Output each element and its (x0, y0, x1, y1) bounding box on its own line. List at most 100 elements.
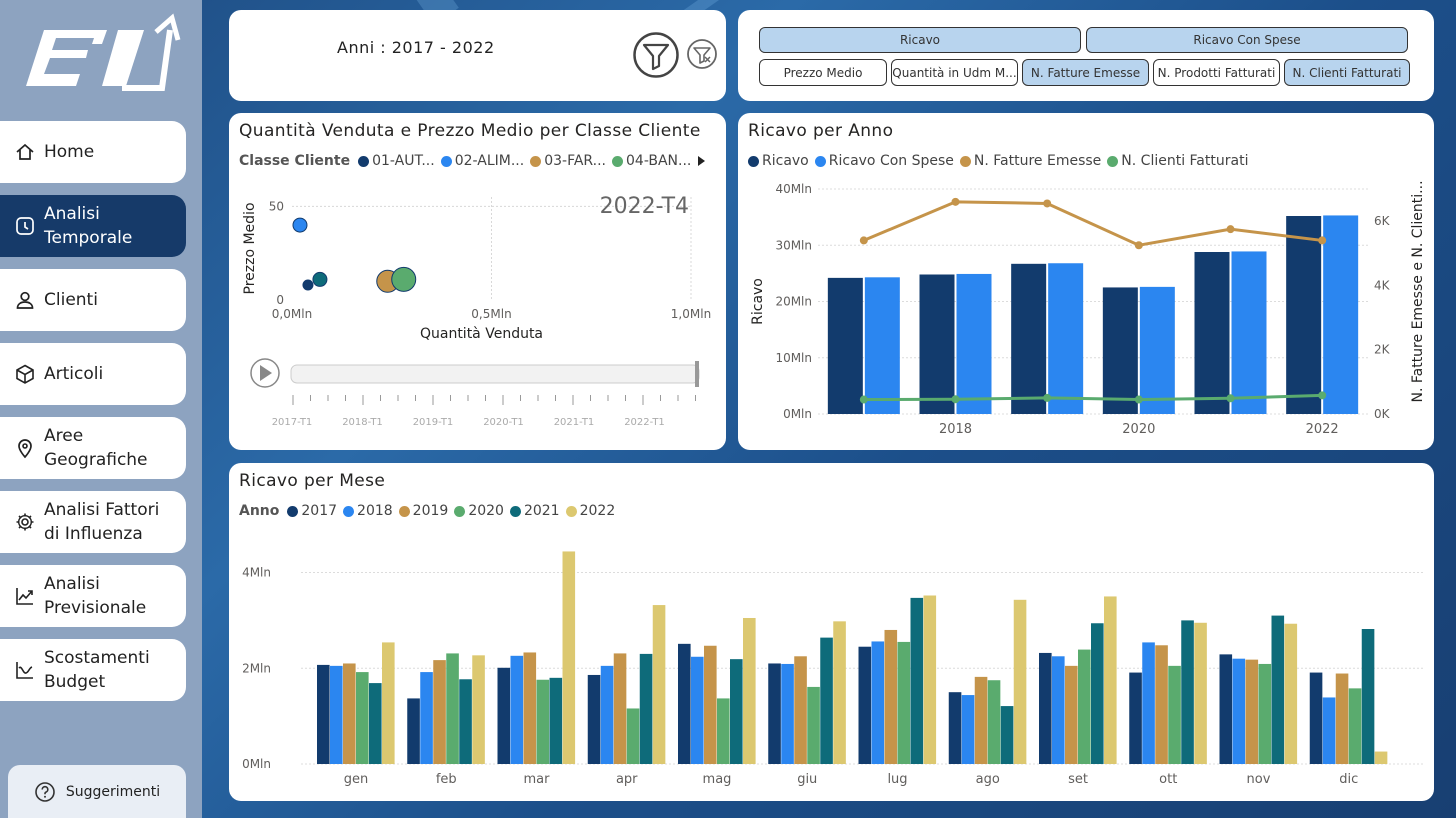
legend-item[interactable]: 02-ALIM... (440, 153, 524, 169)
line-point (1043, 393, 1052, 402)
scatter-card: Quantità Venduta e Prezzo Medio per Clas… (229, 113, 726, 450)
bar (956, 273, 992, 414)
x-tick-label: feb (436, 772, 457, 787)
y-tick-label: 40Mln (775, 182, 812, 196)
legend-item[interactable]: 2022 (565, 503, 615, 519)
legend-marker (454, 505, 466, 517)
y-tick-label: 30Mln (775, 238, 812, 252)
bar (897, 641, 911, 764)
timeline-track[interactable] (290, 364, 700, 384)
filter-icon[interactable] (632, 31, 680, 79)
nav-item-analisi[interactable]: Analisi Previsionale (0, 565, 186, 627)
legend-marker (959, 155, 971, 167)
nav-item-articoli[interactable]: Articoli (0, 343, 186, 405)
line-point (1134, 241, 1143, 250)
timeline-handle[interactable] (695, 361, 699, 387)
bar (1231, 251, 1267, 414)
nav-item-analisi-fattori[interactable]: Analisi Fattori di Influenza (0, 491, 186, 553)
bar (549, 677, 563, 764)
legend-marker (530, 155, 542, 167)
x-tick-label: gen (344, 772, 369, 787)
scatter-point (292, 217, 308, 233)
legend-item[interactable]: 2019 (398, 503, 448, 519)
legend-label: 2020 (468, 503, 504, 519)
nav-item-clienti[interactable]: Clienti (0, 269, 186, 331)
bar (743, 617, 756, 764)
nav-item-aree[interactable]: Aree Geografiche (0, 417, 186, 479)
suggestions-button[interactable]: Suggerimenti (8, 765, 186, 818)
measure-button-ricavo-con-spese[interactable]: Ricavo Con Spese (1086, 27, 1408, 53)
legend-item[interactable]: N. Fatture Emesse (959, 153, 1101, 169)
timeline-label: 2019-T1 (413, 417, 454, 428)
bar (1258, 663, 1272, 764)
nav-item-scostamenti[interactable]: Scostamenti Budget (0, 639, 186, 701)
legend-label: 2017 (301, 503, 338, 519)
legend-next-icon[interactable] (697, 155, 707, 167)
bar (1181, 620, 1194, 764)
nav-label: Analisi Fattori di Influenza (44, 500, 160, 544)
measure-button-prezzo-medio[interactable]: Prezzo Medio (759, 59, 887, 86)
bar (1142, 642, 1155, 764)
period-label: 2022-T4 (600, 194, 689, 219)
map-pin-icon (18, 439, 32, 459)
bar (1039, 652, 1052, 764)
y-tick-label: 20Mln (775, 295, 812, 309)
x-tick-label: ago (976, 772, 1000, 787)
y2-tick-label: 4K (1374, 278, 1391, 292)
scatter-title: Quantità Venduta e Prezzo Medio per Clas… (239, 121, 701, 141)
timeline-label: 2017-T1 (272, 417, 313, 428)
legend-item[interactable]: 03-FAR... (530, 153, 606, 169)
bar (433, 660, 446, 764)
bar (1309, 672, 1323, 764)
x-tick-label: ott (1159, 772, 1177, 787)
measure-button-quantita[interactable]: Quantità in Udm M... (891, 59, 1018, 86)
monthly-chart: 0Mln 2Mln 4Mln gen feb mar apr mag giu lug ago set o… (242, 551, 1424, 787)
measure-button-prodotti[interactable]: N. Prodotti Fatturati (1153, 59, 1280, 86)
x-tick-label: mar (524, 772, 551, 787)
bar (781, 663, 794, 764)
legend-item[interactable]: 2017 (287, 503, 337, 519)
clear-filter-icon[interactable] (686, 38, 718, 70)
bar (459, 679, 472, 764)
bar (446, 653, 459, 764)
bar (1011, 263, 1047, 414)
annual-title: Ricavo per Anno (748, 121, 894, 141)
bar (1374, 751, 1388, 764)
measure-button-ricavo[interactable]: Ricavo (759, 27, 1081, 53)
legend-item[interactable]: 2021 (509, 503, 560, 519)
annual-card: Ricavo per Anno Ricavo Ricavo Con Spese N.… (738, 113, 1434, 450)
suggestions-label: Suggerimenti (65, 783, 161, 800)
bar (730, 659, 743, 764)
legend-item[interactable]: Ricavo Con Spese (814, 153, 954, 169)
legend-item[interactable]: N. Clienti Fatturati (1107, 153, 1248, 169)
legend-title: Classe Cliente (239, 153, 351, 169)
legend-item[interactable]: 2020 (454, 503, 504, 519)
scatter-chart: 0 50 0,0Mln 0,5Mln 1,0Mln Quantità Venduta Pre… (242, 194, 711, 428)
legend-item[interactable]: Ricavo (748, 153, 809, 169)
y-axis-title: Ricavo (750, 278, 766, 325)
legend-item[interactable]: 04-BAN... (612, 153, 691, 169)
measure-button-clienti[interactable]: N. Clienti Fatturati (1284, 59, 1410, 86)
play-icon (260, 365, 272, 381)
legend-title: Anno (239, 503, 280, 519)
scatter-legend: Classe Cliente 01-AUT... 02-ALIM... 03-FAR… (239, 153, 697, 169)
x-tick-label: 2018 (939, 422, 972, 437)
bar (974, 676, 988, 764)
nav-label: Analisi Temporale (44, 204, 133, 248)
bar (317, 664, 330, 764)
bar (1194, 622, 1207, 764)
y-axis-title: Prezzo Medio (242, 202, 258, 294)
bar (1271, 615, 1285, 764)
nav-item-home[interactable]: Home (0, 121, 186, 183)
nav-item-analisi[interactable]: Analisi Temporale (0, 195, 186, 257)
legend-item[interactable]: 01-AUT... (358, 153, 435, 169)
bar (1335, 673, 1349, 764)
legend-marker (509, 505, 521, 517)
legend-marker (565, 505, 577, 517)
bar (382, 642, 395, 764)
legend-item[interactable]: 2018 (343, 503, 393, 519)
measure-button-fatture[interactable]: N. Fatture Emesse (1022, 59, 1149, 86)
bar (704, 645, 717, 764)
bar (858, 646, 872, 764)
bar (1048, 263, 1084, 414)
